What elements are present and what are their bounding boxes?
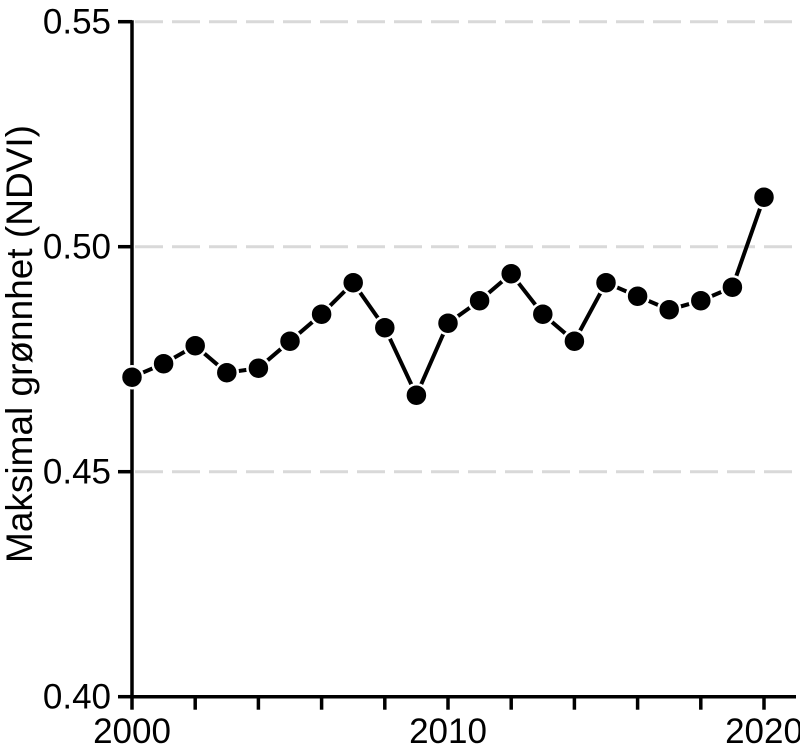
y-tick-label: 0.50 (43, 228, 111, 267)
data-series-layer (119, 184, 777, 408)
data-point (625, 283, 650, 309)
ticks-layer (118, 19, 766, 710)
data-point (562, 328, 587, 354)
y-axis-title: Maksimal grønnhet (NDVI) (0, 125, 40, 563)
data-point (182, 333, 208, 358)
gridlines-layer (135, 20, 796, 474)
data-point (246, 355, 271, 381)
data-point (277, 328, 303, 354)
y-tick-label: 0.40 (43, 678, 111, 717)
data-point (372, 315, 398, 340)
data-point (467, 288, 492, 313)
x-tick-label: 2000 (93, 712, 171, 751)
data-point (751, 184, 777, 210)
tick-labels-layer: 0.40 0.45 0.50 0.55 2000 2010 2020 (43, 3, 800, 751)
data-point (498, 261, 524, 286)
data-point (530, 301, 556, 327)
data-point (119, 364, 145, 390)
data-point (435, 310, 461, 336)
data-point (720, 274, 745, 300)
data-point (340, 270, 366, 295)
data-point (688, 288, 714, 313)
y-tick-label: 0.55 (43, 3, 111, 42)
data-point (214, 360, 240, 385)
data-point (593, 270, 619, 295)
axes-layer (130, 20, 796, 699)
data-point (151, 351, 176, 376)
x-tick-label: 2020 (725, 712, 800, 751)
data-point (404, 382, 429, 408)
data-point (656, 297, 682, 322)
x-tick-label: 2010 (409, 712, 487, 751)
data-point (309, 301, 334, 327)
y-tick-label: 0.45 (43, 453, 111, 492)
